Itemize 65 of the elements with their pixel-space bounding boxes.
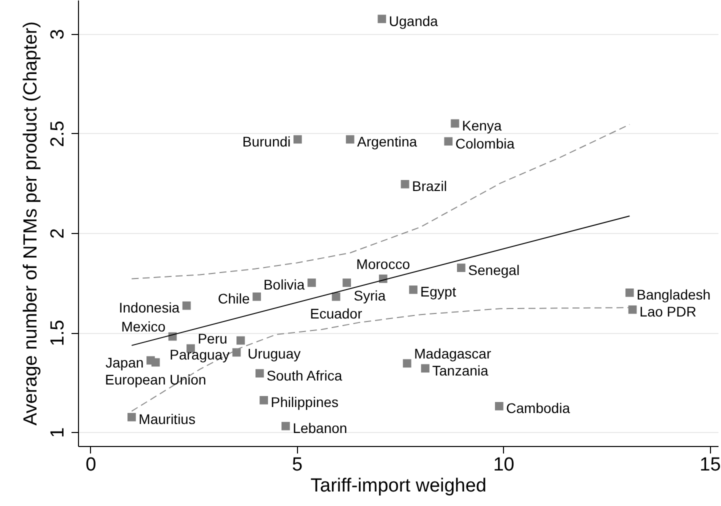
point xyxy=(346,135,354,144)
point xyxy=(232,348,241,357)
x-tick-label: 15 xyxy=(700,454,721,476)
point xyxy=(421,364,430,373)
x-tick-label: 10 xyxy=(493,454,514,476)
point xyxy=(456,264,466,272)
annotation: Kenya xyxy=(462,117,502,134)
point xyxy=(293,135,302,144)
annotation: Ecuador xyxy=(310,306,362,322)
annotation: Bangladesh xyxy=(636,286,711,303)
annotation: Peru xyxy=(198,330,228,346)
annotation: Cambodia xyxy=(506,400,570,416)
annotation: Indonesia xyxy=(118,300,180,316)
point xyxy=(444,137,453,146)
point xyxy=(332,292,340,301)
point xyxy=(628,305,637,314)
point xyxy=(282,422,290,430)
point xyxy=(402,359,412,368)
annotation: Lebanon xyxy=(292,420,348,436)
annotation: Burundi xyxy=(242,133,291,150)
annotation: Bolivia xyxy=(263,276,305,293)
y-tick-label: 2 xyxy=(48,228,68,239)
annotation: Syria xyxy=(354,288,386,304)
annotation: Colombia xyxy=(455,135,515,152)
annotation: Madagascar xyxy=(414,345,492,362)
annotation: Paraguay xyxy=(170,346,230,362)
point xyxy=(255,369,264,378)
point xyxy=(236,336,245,345)
point xyxy=(151,358,160,367)
y-tick-label: 3 xyxy=(48,29,68,40)
point xyxy=(252,292,261,301)
point xyxy=(494,402,504,410)
point xyxy=(342,278,351,287)
point xyxy=(127,412,136,422)
point xyxy=(182,301,191,310)
annotation: Tanzania xyxy=(432,362,489,378)
x-tick-label: 0 xyxy=(86,454,96,476)
y-axis-title: Average number of NTMs per product (Chapter) xyxy=(20,21,42,426)
annotation: Uganda xyxy=(388,12,438,29)
annotation: Philippines xyxy=(270,394,339,410)
point xyxy=(450,119,460,128)
x-tick-label: 5 xyxy=(292,454,303,476)
annotation: Japan xyxy=(106,354,144,370)
y-tick-label: 1.5 xyxy=(48,320,68,346)
annotation: European Union xyxy=(105,371,206,388)
annotation: Senegal xyxy=(468,262,520,278)
annotation: Argentina xyxy=(357,133,418,150)
point xyxy=(378,14,386,24)
point xyxy=(308,278,316,287)
point xyxy=(260,396,268,404)
y-tick-label: 1 xyxy=(48,427,68,438)
annotation: Lao PDR xyxy=(640,304,696,320)
point xyxy=(400,180,410,188)
annotation: Uruguay xyxy=(248,345,301,362)
annotation: Chile xyxy=(218,290,250,307)
y-tick-label: 2.5 xyxy=(48,120,68,148)
annotation: South Africa xyxy=(266,367,342,384)
annotation: Brazil xyxy=(412,178,448,194)
annotation: Egypt xyxy=(420,284,456,300)
point xyxy=(625,288,634,297)
x-axis-title: Tariff-import weighed xyxy=(310,476,487,496)
annotation: Morocco xyxy=(356,256,410,272)
point xyxy=(409,286,418,294)
annotation: Mexico xyxy=(121,318,166,334)
annotation: Mauritius xyxy=(138,411,196,428)
